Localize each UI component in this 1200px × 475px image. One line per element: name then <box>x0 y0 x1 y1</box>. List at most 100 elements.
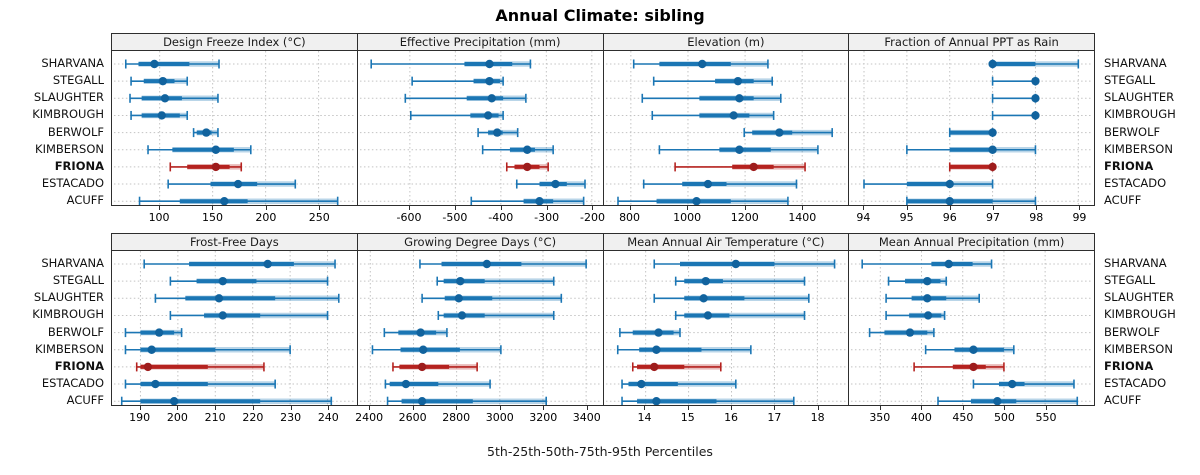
median-dot-stegall <box>455 276 465 286</box>
tick-mark <box>586 406 588 410</box>
tick-label: 16 <box>724 411 739 424</box>
panel-header: Frost-Free Days <box>112 234 357 251</box>
tick-label: 550 <box>1035 411 1057 424</box>
median-dot-stegall <box>485 76 494 86</box>
tick-label: 500 <box>993 411 1015 424</box>
row-label-berwolf: BERWOLF <box>47 124 104 139</box>
tick-label: -600 <box>396 211 422 224</box>
median-dot-acuff <box>535 197 544 205</box>
tick-label: 400 <box>910 411 932 424</box>
series-slaughter <box>421 293 562 303</box>
median-dot-berwolf <box>154 328 164 337</box>
tick-mark <box>500 206 502 210</box>
median-dot-estacado <box>1008 379 1017 389</box>
median-dot-kimbrough <box>703 311 712 320</box>
tick-label: -400 <box>488 211 514 224</box>
row-label-estacado: ESTACADO <box>1104 176 1167 191</box>
tick-mark <box>817 406 819 410</box>
series-estacado <box>124 379 276 389</box>
tick-mark <box>921 406 923 410</box>
row-label-berwolf: BERWOLF <box>47 324 104 339</box>
row-label-friona: FRIONA <box>1104 358 1154 373</box>
row-label-estacado: ESTACADO <box>1104 376 1167 391</box>
tick-mark <box>499 406 501 410</box>
median-dot-berwolf <box>774 128 784 137</box>
series-friona <box>673 162 806 172</box>
series-kimbrough <box>437 310 555 320</box>
row-label-kimbrough: KIMBROUGH <box>32 307 104 322</box>
row-label-slaughter: SLAUGHTER <box>33 290 104 305</box>
tick-mark <box>993 206 995 210</box>
panel-plot-area <box>605 51 847 205</box>
row-labels-left-bottom: SHARVANA STEGALL SLAUGHTER KIMBROUGH BERWOLF… <box>0 233 111 406</box>
series-estacado <box>863 179 994 189</box>
series-berwolf <box>477 128 519 138</box>
median-dot-acuff <box>651 397 661 405</box>
series-estacado <box>642 179 797 189</box>
tick-label: 3200 <box>529 411 558 424</box>
series-sharvana <box>652 259 835 269</box>
row-label-estacado: ESTACADO <box>41 376 104 391</box>
tick-label: 2800 <box>442 411 471 424</box>
median-dot-estacado <box>636 379 646 389</box>
panel-elevation-m: Elevation (m) 800 1000 1200 1400 <box>602 33 850 233</box>
median-dot-kimbrough <box>924 311 933 320</box>
tick-label: 18 <box>810 411 825 424</box>
tick-mark <box>319 206 321 210</box>
panel-header: Effective Precipitation (mm) <box>357 34 603 51</box>
median-dot-sharvana <box>697 59 706 69</box>
series-acuff <box>906 196 1037 205</box>
panel-box: Mean Annual Air Temperature (°C) <box>602 233 850 406</box>
panel-mean-annual-air-temperature-c: Mean Annual Air Temperature (°C) 14 15 16 17… <box>602 233 850 433</box>
median-dot-friona <box>522 162 532 172</box>
tick-label: 96 <box>942 211 957 224</box>
tick-mark <box>1036 206 1038 210</box>
series-acuff <box>120 396 333 405</box>
median-dot-friona <box>748 162 758 172</box>
series-acuff <box>620 396 795 405</box>
median-dot-sharvana <box>988 59 998 69</box>
panels-top: Design Freeze Index (°C) 100 150 200 250 Effe… <box>111 33 1098 233</box>
median-dot-estacado <box>551 179 560 189</box>
x-axis: 14 15 16 17 18 <box>603 406 850 433</box>
tick-label: 800 <box>619 211 641 224</box>
panel-fraction-of-annual-ppt-as-rain: Fraction of Annual PPT as Rain 94 95 96 97 98… <box>848 33 1095 233</box>
tick-mark <box>962 406 964 410</box>
tick-label: 200 <box>255 211 277 224</box>
panel-plot-area <box>851 51 1093 205</box>
series-estacado <box>620 379 737 389</box>
median-dot-estacado <box>703 179 712 189</box>
tick-label: 2400 <box>355 411 384 424</box>
tick-mark <box>456 406 458 410</box>
tick-mark <box>1079 206 1081 210</box>
series-kimberson <box>925 345 1015 355</box>
panel-box: Fraction of Annual PPT as Rain <box>848 33 1095 206</box>
series-sharvana <box>418 259 587 269</box>
median-dot-estacado <box>401 379 410 389</box>
row-label-acuff: ACUFF <box>66 193 104 208</box>
tick-label: 210 <box>204 411 226 424</box>
series-sharvana <box>988 59 1080 69</box>
median-dot-kimbrough <box>218 311 227 320</box>
median-dot-kimbrough <box>1031 111 1040 120</box>
row-label-friona: FRIONA <box>54 158 104 173</box>
series-stegall <box>436 276 555 286</box>
median-dot-slaughter <box>1031 94 1040 103</box>
row-label-acuff: ACUFF <box>1104 393 1142 408</box>
tick-mark <box>543 406 545 410</box>
series-berwolf <box>949 128 998 138</box>
tick-label: 3000 <box>485 411 514 424</box>
series-friona <box>913 362 1005 372</box>
median-dot-slaughter <box>698 294 708 303</box>
tick-mark <box>644 406 646 410</box>
tick-label: 1200 <box>730 211 759 224</box>
row-label-stegall: STEGALL <box>1104 73 1156 88</box>
tick-mark <box>744 206 746 210</box>
tick-label: 200 <box>166 411 188 424</box>
median-dot-berwolf <box>202 128 211 137</box>
tick-mark <box>546 206 548 210</box>
series-friona <box>949 162 998 172</box>
median-dot-sharvana <box>482 259 491 269</box>
tick-mark <box>177 406 179 410</box>
series-stegall <box>992 76 1040 86</box>
